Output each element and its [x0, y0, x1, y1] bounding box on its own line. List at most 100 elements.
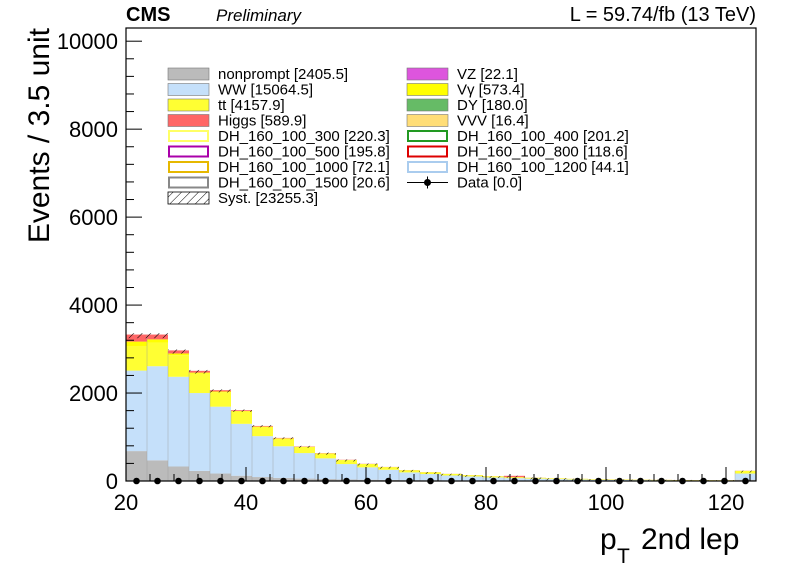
legend-swatch — [406, 114, 449, 127]
stacked-histogram — [126, 334, 756, 481]
x-tick-label: 40 — [234, 490, 258, 515]
legend-swatch — [168, 176, 209, 189]
syst-bin-15 — [441, 473, 462, 476]
legend-entry: nonprompt [2405.5] — [167, 66, 348, 83]
y-tick-label: 6000 — [69, 205, 118, 230]
legend-entry: DH_160_100_1000 [72.1] — [168, 159, 390, 176]
legend: nonprompt [2405.5] VZ [22.1] WW [15064.5] V… — [167, 66, 629, 207]
bar-WW-8 — [294, 453, 315, 479]
syst-bin-18 — [504, 475, 525, 478]
bar-WW-0 — [126, 370, 147, 452]
y-tick-label: 8000 — [69, 117, 118, 142]
bar-WW-12 — [378, 469, 399, 480]
syst-bin-2 — [168, 349, 189, 354]
legend-label: WW [15064.5] — [218, 82, 313, 99]
legend-entry: DH_160_100_400 [201.2] — [407, 128, 629, 145]
x-tick-label: 80 — [474, 490, 498, 515]
legend-entry: WW [15064.5] — [167, 82, 313, 99]
legend-entry: DH_160_100_800 [118.6] — [407, 144, 628, 161]
legend-label: DH_160_100_400 [201.2] — [457, 128, 629, 145]
legend-label: VZ [22.1] — [457, 66, 518, 83]
bar-nonprompt-1 — [147, 460, 168, 481]
bar-WW-13 — [399, 472, 420, 481]
legend-entry: tt [4157.9] — [167, 97, 285, 114]
legend-label: DH_160_100_1200 [44.1] — [457, 159, 629, 176]
series-WW — [126, 366, 756, 481]
syst-bin-16 — [462, 474, 483, 477]
syst-bin-8 — [294, 445, 315, 448]
x-tick-label: 20 — [114, 490, 138, 515]
legend-entry: DH_160_100_1500 [20.6] — [168, 175, 390, 192]
bar-tt-6 — [252, 426, 273, 437]
bar-tt-5 — [231, 411, 252, 424]
bar-WW-4 — [210, 406, 231, 474]
cms-label: CMS — [126, 4, 170, 26]
syst-bin-14 — [420, 471, 441, 474]
legend-label: VVV [16.4] — [457, 113, 529, 130]
bar-tt-11 — [357, 464, 378, 468]
legend-entry: Vγ [573.4] — [406, 82, 525, 99]
y-axis-title: Events / 3.5 unit — [23, 27, 56, 243]
bar-WW-14 — [420, 474, 441, 481]
x-axis-title-rest: 2nd lep — [641, 523, 739, 556]
legend-label: tt [4157.9] — [218, 97, 285, 114]
bar-tt-2 — [168, 355, 189, 377]
preliminary-label: Preliminary — [216, 6, 303, 25]
syst-bin-3 — [189, 369, 210, 374]
bar-nonprompt-4 — [210, 473, 231, 481]
legend-swatch — [406, 98, 449, 112]
x-tick-label: 120 — [708, 490, 745, 515]
syst-bin-6 — [252, 425, 273, 428]
syst-bin-13 — [399, 469, 420, 472]
legend-swatch — [406, 83, 449, 96]
y-tick-label: 0 — [106, 469, 118, 494]
legend-label: Vγ [573.4] — [457, 82, 525, 99]
legend-label: Syst. [23255.3] — [218, 190, 318, 207]
y-tick-label: 4000 — [69, 293, 118, 318]
bar-tt-1 — [147, 342, 168, 367]
bar-Vgamma-2 — [168, 353, 189, 356]
legend-entry: DH_160_100_300 [220.3] — [168, 128, 390, 145]
x-axis-title: p T 2nd lep — [600, 523, 739, 568]
y-axis: 0 2000 4000 6000 8000 10000 — [57, 29, 142, 494]
syst-bin-10 — [336, 459, 357, 462]
bar-tt-8 — [294, 446, 315, 454]
legend-entry: DH_160_100_500 [195.8] — [168, 144, 390, 161]
bar-WW-7 — [273, 446, 294, 478]
bar-WW-9 — [315, 458, 336, 480]
bar-nonprompt-0 — [126, 451, 147, 481]
syst-bin-1 — [147, 333, 168, 339]
legend-label: nonprompt [2405.5] — [218, 66, 348, 83]
legend-swatch — [167, 67, 210, 81]
syst-bin-12 — [378, 466, 399, 469]
syst-bin-0 — [126, 333, 147, 339]
bar-tt-7 — [273, 438, 294, 447]
syst-bin-17 — [483, 476, 504, 479]
y-tick-label: 10000 — [57, 29, 118, 54]
bar-tt-4 — [210, 392, 231, 407]
legend-label: DH_160_100_800 [118.6] — [457, 144, 628, 161]
bar-nonprompt-2 — [168, 466, 189, 481]
luminosity-label: L = 59.74/fb (13 TeV) — [570, 4, 756, 26]
legend-swatch — [167, 191, 210, 205]
legend-label: DH_160_100_500 [195.8] — [218, 144, 390, 161]
plot-frame — [125, 27, 757, 482]
legend-swatch — [407, 130, 448, 142]
legend-entry: DY [180.0] — [406, 97, 528, 114]
legend-swatch — [168, 161, 209, 173]
legend-label: DH_160_100_1000 [72.1] — [218, 159, 390, 176]
x-tick-label: 100 — [588, 490, 625, 515]
bar-tt-10 — [336, 460, 357, 465]
legend-entry: VZ [22.1] — [406, 66, 518, 83]
legend-entry: Higgs [589.9] — [167, 113, 306, 130]
legend-entry: Data [0.0] — [407, 175, 522, 192]
bar-WW-3 — [189, 393, 210, 471]
syst-bin-7 — [273, 437, 294, 440]
legend-entry: Syst. [23255.3] — [167, 190, 318, 207]
legend-swatch — [168, 145, 209, 158]
legend-marker — [424, 179, 431, 186]
legend-swatch — [167, 83, 210, 96]
bar-Vgamma-0 — [126, 341, 147, 346]
syst-bin-29 — [735, 470, 756, 473]
